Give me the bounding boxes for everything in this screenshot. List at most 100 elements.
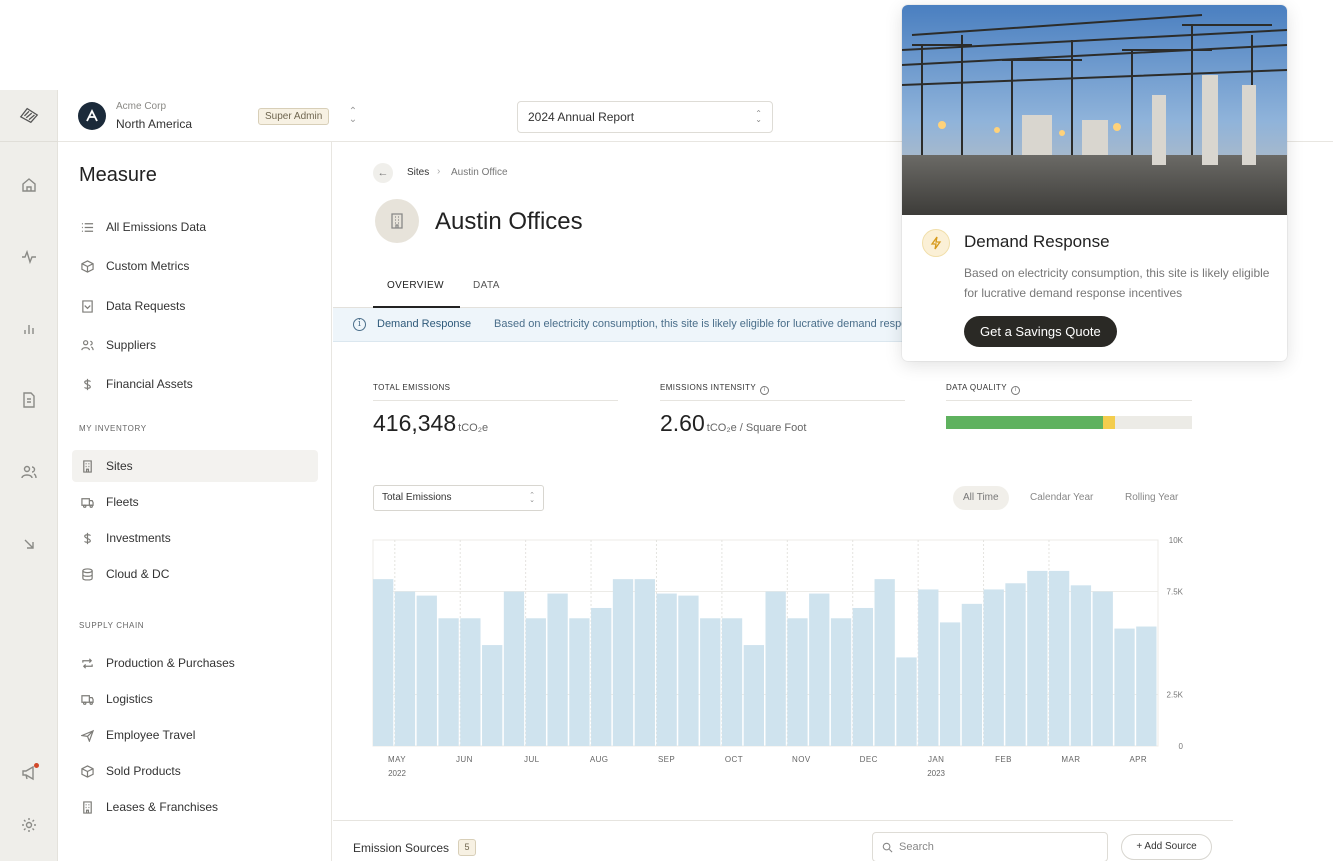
home-icon[interactable] — [18, 174, 40, 196]
bar — [656, 593, 677, 746]
chevron-updown-icon: ⌃ ⌄ — [529, 492, 535, 504]
document-icon[interactable] — [18, 389, 40, 411]
bar — [1114, 628, 1135, 746]
sidebar-item-investments[interactable]: Investments — [72, 522, 318, 554]
bar-chart-icon[interactable] — [18, 318, 40, 340]
tab-overview[interactable]: OVERVIEW — [387, 280, 444, 291]
truck-icon — [80, 692, 94, 706]
promo-text: Based on electricity consumption, this s… — [964, 266, 1270, 300]
sidebar-item-sold-products[interactable]: Sold Products — [72, 755, 318, 787]
tab-data[interactable]: DATA — [473, 280, 500, 291]
logo-icon[interactable] — [18, 104, 40, 126]
x-tick-label: SEP — [658, 755, 675, 764]
users-icon — [80, 338, 94, 352]
bar — [634, 579, 655, 746]
range-rolling-year-button[interactable]: Rolling Year — [1125, 492, 1179, 503]
x-tick-label: APR — [1129, 755, 1147, 764]
bar — [678, 595, 699, 746]
back-arrow-icon[interactable]: ← — [373, 163, 393, 183]
emissions-intensity-label: EMISSIONS INTENSITY — [660, 383, 757, 392]
total-emissions-label: TOTAL EMISSIONS — [373, 383, 451, 392]
megaphone-icon[interactable] — [18, 762, 40, 784]
bar — [525, 618, 546, 746]
sidebar-item-label: Sites — [106, 459, 133, 473]
activity-icon[interactable] — [18, 246, 40, 268]
total-emissions-value: 416,348 tCO₂e — [373, 410, 488, 437]
metric-select-value: Total Emissions — [382, 492, 452, 503]
emission-sources-title: Emission Sources — [353, 841, 450, 855]
metric-divider — [660, 400, 905, 401]
x-tick-label: JAN — [928, 755, 944, 764]
sidebar-item-leases-franchises[interactable]: Leases & Franchises — [72, 791, 318, 823]
database-icon — [80, 567, 94, 581]
sidebar-item-label: Investments — [106, 531, 171, 545]
sidebar-item-label: Suppliers — [106, 338, 157, 352]
x-tick-label: MAR — [1061, 755, 1080, 764]
tab-bar: OVERVIEW DATA — [333, 270, 1233, 308]
emission-sources-count-badge: 5 — [458, 839, 476, 856]
repeat-icon — [80, 656, 94, 670]
bar — [547, 593, 568, 746]
sidebar-item-data-requests[interactable]: Data Requests — [72, 290, 318, 322]
x-tick-label: NOV — [792, 755, 811, 764]
arrow-down-right-icon[interactable] — [18, 533, 40, 555]
cube-icon — [80, 259, 94, 273]
info-icon[interactable]: i — [1010, 386, 1020, 395]
report-select[interactable]: 2024 Annual Report ⌃ ⌄ — [517, 101, 773, 133]
sidebar-item-financial-assets[interactable]: Financial Assets — [72, 368, 318, 400]
metric-divider — [373, 400, 618, 401]
metric-select[interactable]: Total Emissions ⌃ ⌄ — [373, 485, 544, 511]
org-region: North America — [116, 117, 193, 131]
breadcrumb-sites[interactable]: Sites — [407, 167, 430, 178]
sidebar-item-custom-metrics[interactable]: Custom Metrics — [72, 250, 318, 282]
sidebar-item-sites[interactable]: Sites — [72, 450, 318, 482]
bar — [809, 593, 830, 746]
bar — [939, 622, 961, 746]
data-quality-good-segment — [946, 416, 1104, 429]
sidebar-item-employee-travel[interactable]: Employee Travel — [72, 719, 318, 751]
bar — [1070, 585, 1092, 746]
get-savings-quote-button[interactable]: Get a Savings Quote — [964, 316, 1117, 347]
icon-rail — [0, 90, 58, 861]
bar — [612, 579, 634, 746]
sidebar-item-label: Logistics — [106, 692, 153, 706]
users-icon[interactable] — [18, 461, 40, 483]
emissions-intensity-heading: EMISSIONS INTENSITY i — [660, 383, 770, 395]
emissions-bar-chart: 0 2.5K 7.5K 10K MAY JUN JUL AUG SEP OCT NOV DEC JAN F… — [372, 536, 1184, 778]
sources-divider — [333, 820, 1233, 821]
sidebar: Measure All Emissions Data Custom Metric… — [58, 142, 332, 861]
sidebar-item-cloud-dc[interactable]: Cloud & DC — [72, 558, 318, 590]
substation-photo — [902, 5, 1287, 215]
search-input[interactable]: Search — [872, 832, 1108, 861]
sidebar-item-label: Custom Metrics — [106, 259, 190, 273]
sidebar-item-suppliers[interactable]: Suppliers — [72, 329, 318, 361]
bar — [569, 618, 590, 746]
inbox-icon — [80, 299, 94, 313]
data-quality-label: DATA QUALITY — [946, 383, 1007, 392]
org-avatar[interactable] — [78, 102, 106, 130]
x-tick-label: FEB — [995, 755, 1012, 764]
truck-icon — [80, 495, 94, 509]
add-source-button[interactable]: + Add Source — [1121, 834, 1212, 860]
emissions-intensity-unit: tCO₂e / Square Foot — [706, 422, 807, 434]
bar — [830, 618, 852, 746]
sidebar-item-production-purchases[interactable]: Production & Purchases — [72, 647, 318, 679]
x-tick-label: JUN — [456, 755, 473, 764]
metric-divider — [946, 400, 1192, 401]
active-tab-indicator — [373, 306, 460, 308]
gear-icon[interactable] — [18, 814, 40, 836]
sidebar-item-logistics[interactable]: Logistics — [72, 683, 318, 715]
y-tick-label: 0 — [1179, 742, 1184, 751]
info-icon[interactable]: i — [760, 386, 770, 395]
org-switcher-chevron-icon[interactable]: ⌃ ⌄ — [348, 106, 358, 125]
bar — [743, 645, 764, 746]
breadcrumb-current: Austin Office — [451, 167, 508, 178]
bar — [1005, 583, 1026, 746]
range-calendar-year-button[interactable]: Calendar Year — [1030, 492, 1094, 503]
x-tick-label: JUL — [524, 755, 540, 764]
rail-divider — [0, 141, 58, 142]
sidebar-item-fleets[interactable]: Fleets — [72, 486, 318, 518]
range-all-time-button[interactable]: All Time — [953, 486, 1009, 510]
sidebar-item-label: Sold Products — [106, 764, 181, 778]
sidebar-item-all-emissions-data[interactable]: All Emissions Data — [72, 211, 318, 243]
